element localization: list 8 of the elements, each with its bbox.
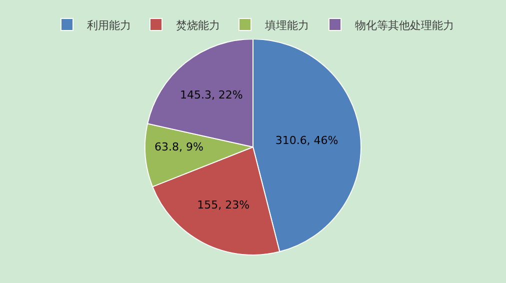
legend-label: 物化等其他处理能力	[355, 18, 454, 32]
data-label: 155, 23%	[197, 198, 250, 212]
legend-label: 焚烧能力	[176, 18, 220, 32]
data-label: 310.6, 46%	[275, 134, 338, 147]
data-label: 63.8, 9%	[154, 140, 204, 154]
legend-label: 利用能力	[87, 18, 131, 32]
legend-label: 填埋能力	[264, 18, 309, 32]
data-label: 145.3, 22%	[180, 88, 243, 102]
